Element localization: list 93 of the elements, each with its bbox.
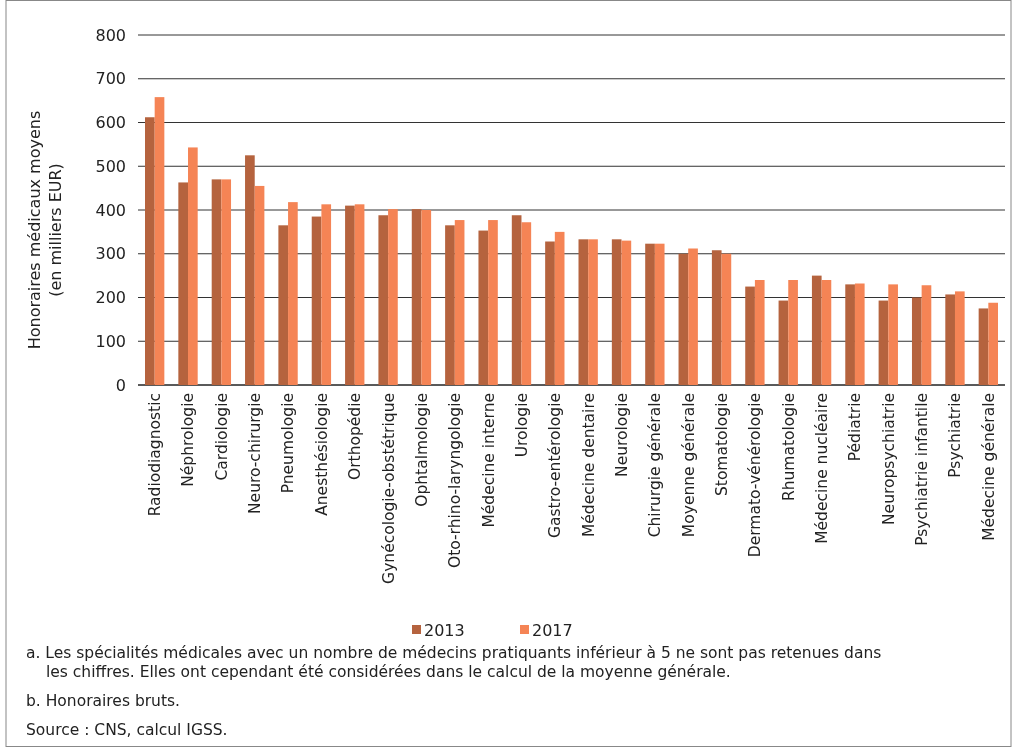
bar — [645, 243, 655, 385]
y-tick-label: 600 — [95, 113, 126, 133]
bar — [754, 280, 765, 385]
bar — [211, 179, 222, 385]
x-tick-label: Neuro-chirurgie — [246, 393, 265, 514]
y-tick-label: 500 — [95, 156, 126, 176]
y-tick-label: 100 — [95, 331, 126, 351]
bar — [611, 239, 622, 385]
bar — [145, 117, 155, 385]
x-tick-label: Oto-rhino-laryngologie — [446, 393, 465, 569]
bar — [488, 220, 498, 385]
y-axis-title: Honoraires médicaux moyens (en milliers EUR) — [25, 110, 65, 350]
bar — [445, 225, 455, 385]
x-tick-label: Chirurgie générale — [646, 393, 665, 538]
bar — [954, 291, 965, 385]
x-tick-label: Stomatologie — [712, 393, 731, 497]
bar — [511, 215, 522, 385]
x-tick-label: Anesthésiologie — [312, 393, 331, 516]
bar — [254, 185, 265, 385]
bar — [421, 210, 432, 385]
bar — [854, 283, 865, 385]
x-tick-label: Radiodiagnostic — [146, 393, 165, 517]
bar — [321, 204, 332, 385]
bar — [588, 239, 598, 385]
bar — [311, 216, 322, 385]
bar — [654, 243, 665, 385]
x-tick-label: Urologie — [512, 393, 531, 458]
x-tick-label: Médecine dentaire — [579, 393, 598, 538]
x-tick-label: Psychiatrie infantile — [913, 393, 932, 546]
x-tick-label: Dermato-vénérologie — [746, 393, 765, 558]
legend-label: 2013 — [424, 620, 465, 640]
bar — [354, 204, 365, 385]
bar — [688, 248, 698, 385]
bar — [988, 302, 998, 385]
bar — [154, 97, 165, 385]
y-tick-label: 800 — [95, 25, 126, 45]
text: a. Les spécialités médicales avec un nombre de médecins pratiquants inférieur à 5 ne sont pas retenues dans les chiffres. Elles ont cependant été considérées dans le calcul de la moyenne générale. — [26, 644, 882, 681]
x-tick-label: Pneumologie — [279, 393, 298, 494]
bar — [521, 222, 532, 385]
bar — [278, 225, 289, 385]
bar — [821, 280, 832, 385]
x-tick-label: Médecine nucléaire — [813, 393, 832, 544]
x-tick-label: Médecine générale — [979, 393, 998, 541]
x-tick-label: Neurologie — [612, 393, 631, 477]
text: b. Honoraires bruts. — [26, 692, 181, 710]
bar — [554, 231, 565, 385]
x-tick-label: Gastro-entérologie — [546, 393, 565, 539]
bar — [745, 286, 755, 385]
source-note: Source : CNS, calcul IGSS. — [26, 721, 228, 739]
bar — [978, 308, 989, 385]
x-tick-label: Rhumatologie — [779, 393, 798, 502]
bar — [378, 215, 389, 385]
bar — [878, 300, 889, 385]
bar — [945, 294, 955, 385]
bar — [288, 202, 298, 385]
x-tick-label: Cardiologie — [212, 393, 231, 481]
bar — [721, 253, 732, 385]
x-tick-label: Néphrologie — [179, 393, 198, 487]
y-tick-label: 700 — [95, 69, 126, 89]
bar — [388, 209, 398, 385]
bar — [188, 147, 198, 385]
bar — [921, 285, 932, 385]
bar — [845, 284, 855, 385]
x-tick-label: Gynécologie-obstétrique — [379, 393, 398, 584]
bar — [345, 205, 355, 385]
x-tick-label: Moyenne générale — [679, 393, 698, 538]
x-tick-label: Orthopédie — [346, 393, 365, 481]
y-tick-label: 200 — [95, 288, 126, 308]
bar — [578, 239, 589, 385]
bar — [888, 284, 898, 385]
bar — [788, 280, 798, 385]
bar — [454, 220, 465, 385]
legend-label: 2017 — [532, 620, 573, 640]
bar — [911, 297, 922, 385]
bar — [778, 300, 789, 385]
x-tick-label: Neuropsychiatrie — [879, 393, 898, 525]
bar — [545, 241, 555, 385]
x-tick-label: Pédiatrie — [846, 393, 865, 462]
bar — [178, 182, 189, 385]
bar — [621, 240, 632, 385]
y-tick-label: 300 — [95, 244, 126, 264]
bar — [711, 250, 722, 385]
x-tick-label: Ophtalmologie — [412, 393, 431, 507]
bar — [811, 275, 822, 385]
bar — [678, 253, 689, 385]
bar — [245, 155, 255, 385]
bar — [411, 209, 422, 385]
x-tick-label: Médecine interne — [479, 393, 498, 528]
y-tick-label: 400 — [95, 200, 126, 220]
x-tick-label: Psychiatrie — [946, 393, 965, 478]
bar — [478, 230, 489, 385]
y-tick-label: 0 — [115, 375, 126, 395]
bar — [221, 179, 232, 385]
